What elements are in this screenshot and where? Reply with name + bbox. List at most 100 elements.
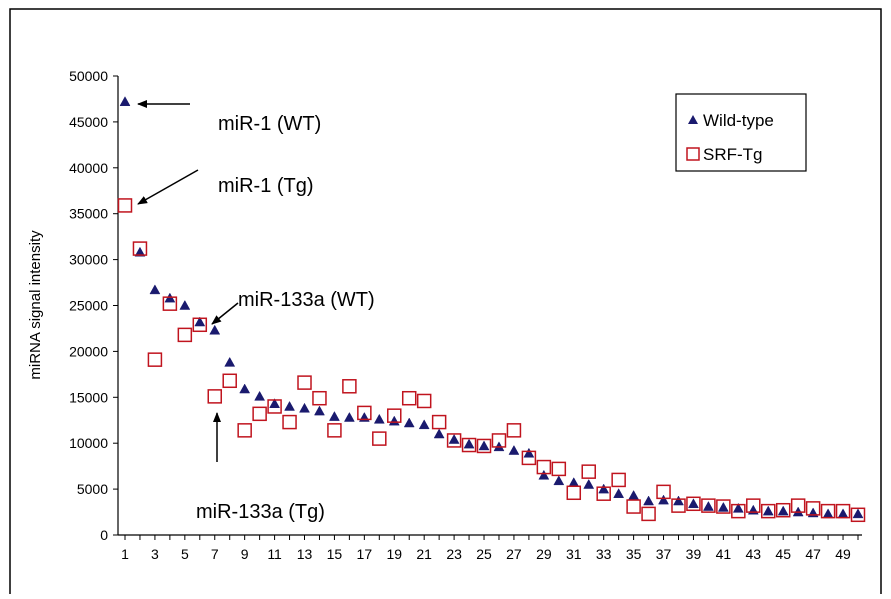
srf-tg-point xyxy=(252,406,267,422)
wild-type-point xyxy=(673,495,684,506)
x-tick-label: 27 xyxy=(506,546,522,562)
y-tick-label: 50000 xyxy=(69,68,108,84)
wild-type-point xyxy=(598,483,610,494)
x-tick-label: 23 xyxy=(446,546,462,562)
y-tick-label: 40000 xyxy=(69,160,108,176)
srf-tg-point xyxy=(671,498,686,513)
srf-tg-point xyxy=(611,472,626,488)
y-tick-label: 15000 xyxy=(69,389,108,405)
srf-tg-point xyxy=(416,393,432,409)
wild-type-point xyxy=(538,469,550,480)
series-srf-tg xyxy=(117,198,866,523)
annotation-label: miR-1 (WT) xyxy=(218,113,321,135)
wild-type-point xyxy=(702,501,714,511)
srf-tg-point xyxy=(117,198,133,213)
srf-tg-point xyxy=(446,433,462,448)
wild-type-point xyxy=(284,400,295,411)
srf-tg-point xyxy=(207,389,223,404)
wild-type-point xyxy=(194,316,206,327)
srf-tg-point xyxy=(686,496,701,512)
x-tick-label: 35 xyxy=(626,546,642,562)
wild-type-point xyxy=(732,502,744,513)
srf-tg-point xyxy=(476,438,492,454)
srf-tg-point xyxy=(701,498,716,513)
x-tick-label: 37 xyxy=(656,546,672,562)
y-tick-label: 35000 xyxy=(69,206,108,222)
srf-tg-point xyxy=(506,423,522,438)
x-tick-label: 45 xyxy=(775,546,791,562)
y-axis-ticks: 0 5000 10000 15000 20000 25000 30000 35000 40000… xyxy=(69,68,118,543)
srf-tg-point xyxy=(222,373,237,389)
srf-tg-point xyxy=(581,464,596,479)
srf-tg-point xyxy=(237,423,252,438)
wild-type-point xyxy=(583,478,595,489)
x-tick-label: 47 xyxy=(805,546,821,562)
y-tick-label: 20000 xyxy=(69,343,108,359)
wild-type-point xyxy=(299,402,310,413)
srf-tg-point xyxy=(431,414,447,430)
srf-tg-point xyxy=(401,390,417,406)
wild-type-point xyxy=(119,96,131,106)
srf-tg-point xyxy=(850,507,866,523)
wild-type-point xyxy=(463,438,475,449)
srf-tg-point xyxy=(297,375,312,390)
legend: Wild-type SRF-Tg xyxy=(675,93,807,172)
annotation-label: miR-133a (WT) xyxy=(238,289,375,311)
srf-tg-point xyxy=(805,501,821,516)
wild-type-point xyxy=(777,505,789,516)
wild-type-point xyxy=(314,405,325,416)
srf-tg-point xyxy=(342,379,357,394)
legend-box xyxy=(675,93,807,172)
x-tick-label: 43 xyxy=(745,546,761,562)
x-tick-label: 19 xyxy=(386,546,402,562)
wild-type-point xyxy=(149,284,161,295)
x-tick-label: 31 xyxy=(566,546,582,562)
x-tick-label: 39 xyxy=(686,546,702,562)
wild-type-point xyxy=(388,415,400,426)
wild-type-point xyxy=(224,356,236,367)
srf-tg-point xyxy=(177,327,193,343)
srf-tg-point xyxy=(147,352,163,367)
wild-type-point xyxy=(418,419,430,430)
wild-type-point xyxy=(553,475,565,486)
legend-srf-tg-label: SRF-Tg xyxy=(703,145,763,164)
x-tick-label: 3 xyxy=(151,546,159,562)
wild-type-point xyxy=(433,428,445,439)
x-tick-label: 9 xyxy=(241,546,249,562)
srf-tg-point xyxy=(357,405,372,421)
srf-tg-point xyxy=(192,317,208,333)
x-tick-label: 7 xyxy=(211,546,219,562)
annotations: miR-1 (WT) miR-1 (Tg) miR-133a (WT) miR-133… xyxy=(137,100,375,523)
srf-tg-point xyxy=(835,503,851,519)
srf-tg-point xyxy=(536,459,552,475)
srf-tg-point xyxy=(491,433,507,448)
series-wild-type xyxy=(119,96,864,519)
wild-type-point xyxy=(448,434,460,444)
srf-tg-point xyxy=(521,450,537,466)
srf-tg-point xyxy=(656,484,671,500)
wild-type-point xyxy=(508,445,520,455)
x-tick-label: 29 xyxy=(536,546,552,562)
wild-type-point xyxy=(403,417,415,428)
srf-tg-point xyxy=(387,408,402,423)
srf-tg-point xyxy=(596,486,611,501)
x-tick-label: 13 xyxy=(297,546,313,562)
srf-tg-point xyxy=(132,241,148,256)
wild-type-point xyxy=(254,390,266,401)
srf-tg-point xyxy=(760,503,776,519)
y-tick-label: 0 xyxy=(100,527,108,543)
wild-type-point xyxy=(762,505,774,516)
annotation-label: miR-133a (Tg) xyxy=(196,501,325,523)
srf-tg-point xyxy=(551,461,567,477)
wild-type-point xyxy=(658,494,669,505)
x-tick-label: 17 xyxy=(357,546,373,562)
y-tick-label: 45000 xyxy=(69,114,108,130)
srf-tg-point xyxy=(312,390,327,406)
x-tick-label: 21 xyxy=(416,546,432,562)
y-tick-label: 5000 xyxy=(77,481,108,497)
srf-tg-point xyxy=(626,499,641,514)
srf-tg-point xyxy=(775,502,791,518)
x-tick-label: 15 xyxy=(327,546,343,562)
